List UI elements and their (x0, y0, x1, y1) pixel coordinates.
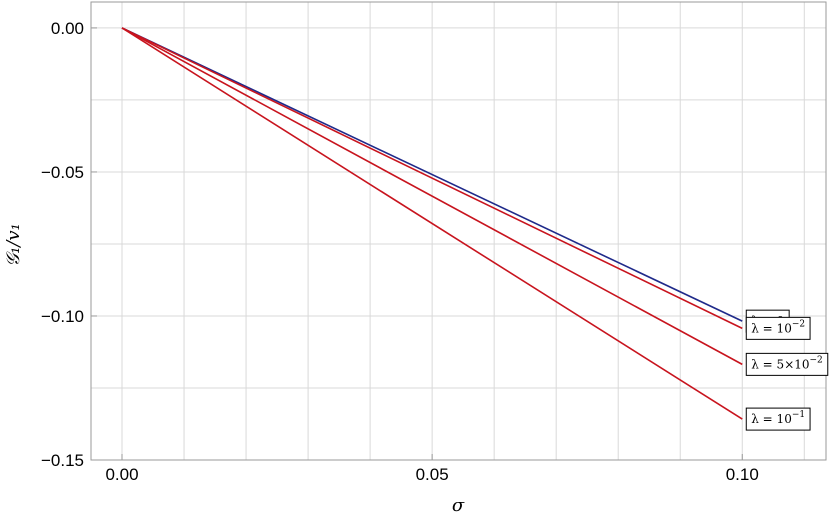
legend-text-exponent: −1 (792, 410, 805, 420)
legend-text-base: λ = 10 (751, 321, 792, 335)
x-axis-ticks: 0.00 0.05 0.10 (105, 454, 759, 484)
legend-text: λ = 10−2 (751, 319, 805, 335)
y-axis-ticks: 0.00 −0.05 −0.10 −0.15 (41, 19, 97, 470)
series-line-2 (121, 27, 743, 330)
legend-text-exponent: −2 (810, 355, 823, 365)
legend-box (745, 316, 811, 340)
grid (91, 2, 826, 461)
legend-text: λ = 5×10−2 (751, 355, 823, 371)
plot-frame (90, 1, 827, 461)
legend-label-2: λ = 10−2 (745, 316, 811, 340)
legend-label-4: λ = 10−1 (745, 407, 811, 431)
series-lines (121, 27, 743, 420)
y-tick-label: −0.15 (41, 451, 84, 470)
legend-text-exponent: −2 (792, 319, 805, 329)
series-line-4 (121, 27, 743, 420)
legend-box (745, 352, 829, 376)
x-axis-label: σ (452, 495, 465, 516)
y-tick-label: 0.00 (51, 19, 84, 38)
x-tick-label: 0.10 (726, 465, 759, 484)
legend-label-3: λ = 5×10−2 (745, 352, 829, 376)
series-line-1 (121, 27, 743, 322)
series-line-3 (121, 27, 743, 366)
x-tick-label: 0.00 (105, 465, 138, 484)
y-tick-label: −0.10 (41, 307, 84, 326)
legend-text: λ = 10−1 (751, 410, 805, 426)
legend-text-base: λ = 10 (751, 412, 792, 426)
x-tick-label: 0.05 (416, 465, 449, 484)
y-tick-label: −0.05 (41, 163, 84, 182)
y-axis-label: 𝒢₁/v₁ (3, 223, 24, 266)
legend-text-base: λ = 5×10 (751, 357, 809, 371)
legend-box (745, 407, 811, 431)
legend: λ = 0λ = 10−2λ = 5×10−2λ = 10−1 (745, 309, 829, 431)
